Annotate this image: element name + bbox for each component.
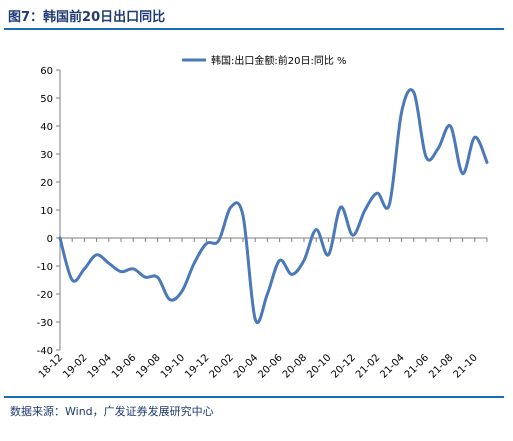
legend-label: 韩国:出口金额:前20日:同比 % <box>211 54 347 67</box>
x-tick-label: 20-02 <box>208 352 236 380</box>
x-tick-label: 19-12 <box>183 352 211 380</box>
y-tick-label: 0 <box>47 234 53 245</box>
x-tick-label: 20-10 <box>305 352 333 380</box>
x-tick-label: 19-02 <box>61 352 89 380</box>
x-tick-label: 19-10 <box>159 352 187 380</box>
x-tick-label: 20-06 <box>256 352 284 380</box>
x-tick-label: 21-06 <box>403 352 431 380</box>
y-tick-label: 10 <box>40 206 53 217</box>
x-tick-label: 20-04 <box>232 352 260 380</box>
x-tick-label: 21-04 <box>378 352 406 380</box>
y-tick-label: 30 <box>40 150 53 161</box>
y-tick-label: 50 <box>40 94 53 105</box>
x-tick-label: 20-12 <box>330 352 358 380</box>
x-tick-label: 21-02 <box>354 352 382 380</box>
y-tick-label: -20 <box>37 290 53 301</box>
chart-title-bar: 图7：韩国前20日出口同比 <box>4 2 504 30</box>
x-tick-label: 21-10 <box>452 352 480 380</box>
legend: 韩国:出口金额:前20日:同比 % <box>182 54 347 67</box>
chart-title: 图7：韩国前20日出口同比 <box>8 10 166 25</box>
y-tick-label: -40 <box>37 346 53 357</box>
y-tick-label: 20 <box>40 178 53 189</box>
source-note: 数据来源：Wind，广发证券发展研究中心 <box>10 405 214 418</box>
y-tick-label: 60 <box>40 66 53 77</box>
x-tick-label: 19-08 <box>134 352 162 380</box>
y-tick-label: 40 <box>40 122 53 133</box>
y-tick-label: -10 <box>37 262 53 273</box>
x-tick-label: 20-08 <box>281 352 309 380</box>
series-line <box>58 88 489 324</box>
series-layer <box>58 88 489 324</box>
source-note-bar: 数据来源：Wind，广发证券发展研究中心 <box>4 396 504 420</box>
y-axis: -40 -30 -20 -10 0 10 20 30 40 50 60 <box>37 66 61 357</box>
x-tick-label: 19-04 <box>86 352 114 380</box>
x-tick-label: 19-06 <box>110 352 138 380</box>
x-tick-label: 21-08 <box>427 352 455 380</box>
y-tick-label: -30 <box>37 318 53 329</box>
